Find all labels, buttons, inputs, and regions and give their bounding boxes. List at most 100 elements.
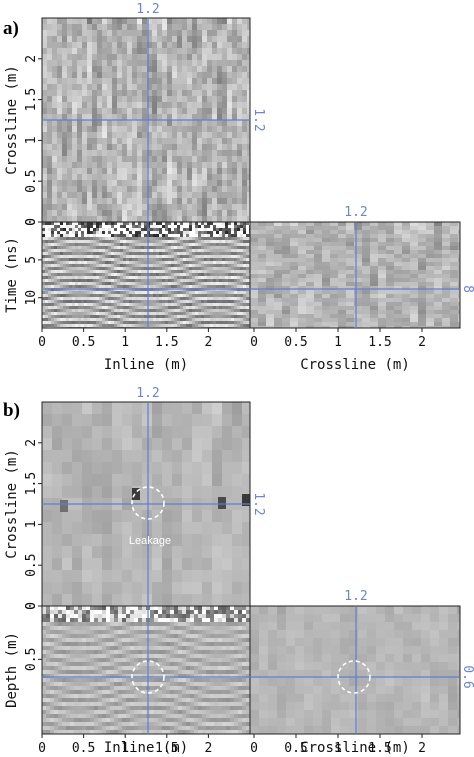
raster-cell bbox=[137, 108, 143, 115]
raster-cell bbox=[135, 315, 139, 319]
raster-cell bbox=[219, 321, 223, 325]
raster-cell bbox=[108, 294, 112, 298]
raster-cell bbox=[102, 150, 108, 157]
raster-cell bbox=[227, 156, 233, 163]
raster-cell bbox=[122, 108, 128, 115]
raster-cell bbox=[212, 78, 218, 85]
raster-cell bbox=[127, 180, 133, 187]
raster-cell bbox=[216, 273, 220, 277]
raster-cell bbox=[204, 303, 208, 307]
raster-cell bbox=[322, 322, 331, 327]
raster-cell bbox=[150, 276, 154, 280]
raster-cell bbox=[167, 150, 173, 157]
raster-cell bbox=[112, 450, 123, 463]
raster-cell bbox=[87, 282, 91, 286]
raster-cell bbox=[127, 96, 133, 103]
raster-cell bbox=[90, 273, 94, 277]
raster-cell bbox=[138, 318, 142, 322]
raster-cell bbox=[67, 120, 73, 127]
raster-cell bbox=[75, 261, 79, 265]
raster-cell bbox=[177, 321, 181, 325]
raster-cell bbox=[186, 324, 190, 328]
raster-cell bbox=[213, 309, 217, 313]
raster-cell bbox=[62, 96, 68, 103]
raster-cell bbox=[246, 324, 250, 328]
raster-cell bbox=[90, 288, 94, 292]
raster-cell bbox=[75, 324, 79, 328]
raster-cell bbox=[42, 294, 46, 298]
raster-cell bbox=[177, 264, 181, 268]
raster-cell bbox=[225, 315, 229, 319]
raster-cell bbox=[186, 309, 190, 313]
panel-a-front-texture bbox=[42, 222, 250, 328]
raster-cell bbox=[122, 210, 128, 217]
raster-cell bbox=[122, 216, 128, 222]
raster-cell bbox=[234, 300, 238, 304]
raster-cell bbox=[147, 108, 153, 115]
raster-cell bbox=[192, 48, 198, 55]
raster-cell bbox=[204, 300, 208, 304]
raster-cell bbox=[192, 258, 196, 262]
raster-cell bbox=[240, 267, 244, 271]
raster-cell bbox=[210, 273, 214, 277]
raster-cell bbox=[174, 237, 178, 241]
raster-cell bbox=[72, 309, 76, 313]
raster-cell bbox=[234, 222, 238, 226]
raster-cell bbox=[402, 326, 411, 328]
raster-cell bbox=[242, 42, 248, 49]
raster-cell bbox=[75, 321, 79, 325]
tick-label: 2 bbox=[418, 335, 426, 350]
raster-cell bbox=[144, 258, 148, 262]
raster-cell bbox=[234, 318, 238, 322]
raster-cell bbox=[123, 324, 127, 328]
raster-cell bbox=[87, 297, 91, 301]
raster-cell bbox=[120, 243, 124, 247]
raster-cell bbox=[54, 300, 58, 304]
raster-cell bbox=[152, 198, 158, 205]
raster-cell bbox=[207, 237, 211, 241]
raster-cell bbox=[394, 246, 403, 251]
raster-cell bbox=[198, 294, 202, 298]
raster-cell bbox=[114, 270, 118, 274]
raster-cell bbox=[123, 261, 127, 265]
raster-cell bbox=[144, 282, 148, 286]
raster-cell bbox=[147, 294, 151, 298]
raster-cell bbox=[162, 261, 166, 265]
raster-cell bbox=[362, 222, 371, 227]
raster-cell bbox=[96, 243, 100, 247]
raster-cell bbox=[57, 228, 61, 232]
raster-cell bbox=[274, 242, 283, 247]
raster-cell bbox=[418, 326, 427, 328]
raster-cell bbox=[142, 54, 148, 61]
raster-cell bbox=[180, 321, 184, 325]
raster-cell bbox=[52, 24, 58, 31]
raster-cell bbox=[66, 231, 70, 235]
raster-cell bbox=[42, 438, 53, 451]
raster-cell bbox=[189, 312, 193, 316]
raster-cell bbox=[142, 36, 148, 43]
raster-cell bbox=[240, 294, 244, 298]
raster-cell bbox=[108, 321, 112, 325]
raster-cell bbox=[144, 321, 148, 325]
raster-cell bbox=[82, 546, 93, 559]
raster-cell bbox=[198, 315, 202, 319]
raster-cell bbox=[202, 186, 208, 193]
raster-cell bbox=[222, 174, 228, 181]
raster-cell bbox=[96, 312, 100, 316]
raster-cell bbox=[183, 258, 187, 262]
raster-cell bbox=[102, 36, 108, 43]
raster-cell bbox=[57, 324, 61, 328]
raster-cell bbox=[204, 231, 208, 235]
raster-cell bbox=[150, 246, 154, 250]
raster-cell bbox=[127, 102, 133, 109]
raster-cell bbox=[354, 238, 363, 243]
raster-cell bbox=[75, 252, 79, 256]
raster-cell bbox=[127, 210, 133, 217]
raster-cell bbox=[93, 315, 97, 319]
raster-cell bbox=[114, 276, 118, 280]
raster-cell bbox=[114, 240, 118, 244]
raster-cell bbox=[42, 36, 48, 43]
raster-cell bbox=[102, 510, 113, 523]
raster-cell bbox=[237, 90, 243, 97]
raster-cell bbox=[210, 285, 214, 289]
